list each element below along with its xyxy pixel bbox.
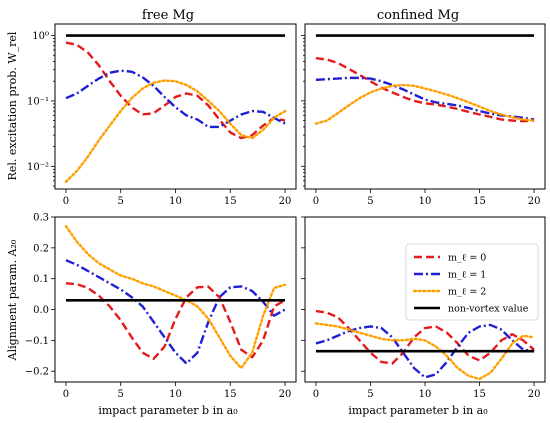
axes-frame xyxy=(54,23,297,190)
x-tick-label: 10 xyxy=(169,389,182,400)
y-tick-label: 10⁻¹ xyxy=(27,96,49,107)
xlabel-right: impact parameter b in a₀ xyxy=(348,404,488,417)
x-tick-label: 15 xyxy=(473,389,486,400)
y-tick-label: −0.2 xyxy=(25,367,49,378)
series-line-m-0 xyxy=(315,309,535,365)
x-tick-label: 5 xyxy=(367,196,373,207)
x-tick-label: 0 xyxy=(63,389,69,400)
panel-0-1: 0 5 10 15 20 xyxy=(301,23,546,207)
column-title-right: confined Mg xyxy=(377,8,459,23)
x-tick-label: 5 xyxy=(367,389,373,400)
y-tick-label: −0.1 xyxy=(25,336,49,347)
x-tick-label: 0 xyxy=(63,196,69,207)
x-tick-label: 5 xyxy=(118,389,124,400)
y-tick-label: 0.2 xyxy=(33,243,49,254)
series-line-m-0 xyxy=(315,57,535,123)
x-tick-label: 20 xyxy=(279,389,292,400)
x-tick-label: 20 xyxy=(528,389,541,400)
series-line-m-2 xyxy=(64,225,287,370)
series-line-m-1 xyxy=(65,259,286,365)
y-tick-label: 10⁻² xyxy=(27,162,49,173)
x-tick-label: 20 xyxy=(528,196,541,207)
y-tick-label: 0.0 xyxy=(33,305,49,316)
x-tick-label: 10 xyxy=(419,196,432,207)
x-tick-label: 10 xyxy=(169,196,182,207)
x-tick-label: 0 xyxy=(313,389,319,400)
x-tick-label: 20 xyxy=(279,196,292,207)
axes-frame xyxy=(304,23,546,190)
ylabel-top: Rel. excitation prob. W_rel xyxy=(6,31,19,180)
y-tick-label: 0.1 xyxy=(33,274,49,285)
y-tick-label: 0.3 xyxy=(33,213,49,224)
legend-entry: m_ℓ = 2 xyxy=(412,287,486,298)
panel-1-1: 0 5 10 15 20 xyxy=(301,216,546,400)
x-tick-label: 15 xyxy=(224,389,237,400)
series-line-m-0 xyxy=(65,41,286,140)
x-tick-label: 15 xyxy=(224,196,237,207)
series-line-m-2 xyxy=(314,322,536,381)
series-group xyxy=(314,34,536,125)
series-group xyxy=(64,225,287,370)
legend-label: m_ℓ = 2 xyxy=(448,287,486,298)
x-tick-label: 15 xyxy=(473,196,486,207)
xlabel-left: impact parameter b in a₀ xyxy=(98,404,238,417)
legend-frame xyxy=(405,243,539,321)
legend-entry: m_ℓ = 1 xyxy=(414,270,486,281)
x-tick-label: 0 xyxy=(313,196,319,207)
legend-items: m_ℓ = 0 m_ℓ = 1 m_ℓ = 2 non-vortex value xyxy=(412,253,529,315)
series-line-m-1 xyxy=(65,69,286,129)
x-tick-label: 10 xyxy=(419,389,432,400)
legend-entry: non-vortex value xyxy=(414,304,529,315)
panel-0-0: 0 5 10 15 20 10⁻² 10⁻¹ 10⁰ xyxy=(27,23,297,207)
legend-label: m_ℓ = 1 xyxy=(448,270,486,281)
series-line-m-2 xyxy=(64,79,287,183)
y-tick-label: 10⁰ xyxy=(32,31,49,42)
series-line-m-2 xyxy=(314,83,536,125)
panels-group: 0 5 10 15 20 10⁻² 10⁻¹ 10⁰ 0 5 10 15 20 0 5 10 15 20 −0.2 −… xyxy=(25,23,546,400)
legend-label: m_ℓ = 0 xyxy=(448,253,486,264)
legend-entry: m_ℓ = 0 xyxy=(414,253,486,264)
x-tick-label: 5 xyxy=(118,196,124,207)
legend: m_ℓ = 0 m_ℓ = 1 m_ℓ = 2 non-vortex value xyxy=(405,243,539,321)
series-group xyxy=(64,34,287,183)
legend-label: non-vortex value xyxy=(448,304,529,315)
ylabel-bottom: Alignment param. A₂₀ xyxy=(6,239,19,361)
series-line-m-1 xyxy=(315,76,535,121)
panel-1-0: 0 5 10 15 20 −0.2 −0.1 0.0 0.1 0.2 0.3 xyxy=(25,213,297,400)
column-title-left: free Mg xyxy=(142,8,194,23)
series-group xyxy=(314,309,536,381)
